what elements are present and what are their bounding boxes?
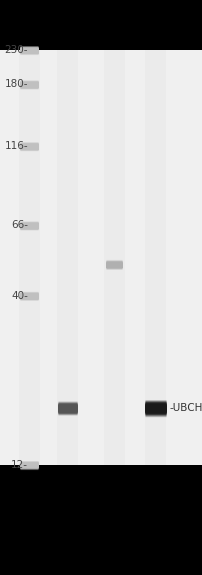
Bar	[19, 50, 40, 465]
Text: 66-: 66-	[11, 220, 28, 231]
Text: 116-: 116-	[4, 141, 28, 151]
Text: 40-: 40-	[11, 291, 28, 301]
Bar	[0, 50, 202, 465]
Bar	[145, 50, 166, 465]
Text: 180-: 180-	[4, 79, 28, 90]
Text: 230-: 230-	[4, 45, 28, 55]
Bar	[103, 50, 125, 465]
Text: 12-: 12-	[11, 460, 28, 470]
Bar	[57, 50, 78, 465]
Text: -UBCH7: -UBCH7	[169, 403, 202, 413]
